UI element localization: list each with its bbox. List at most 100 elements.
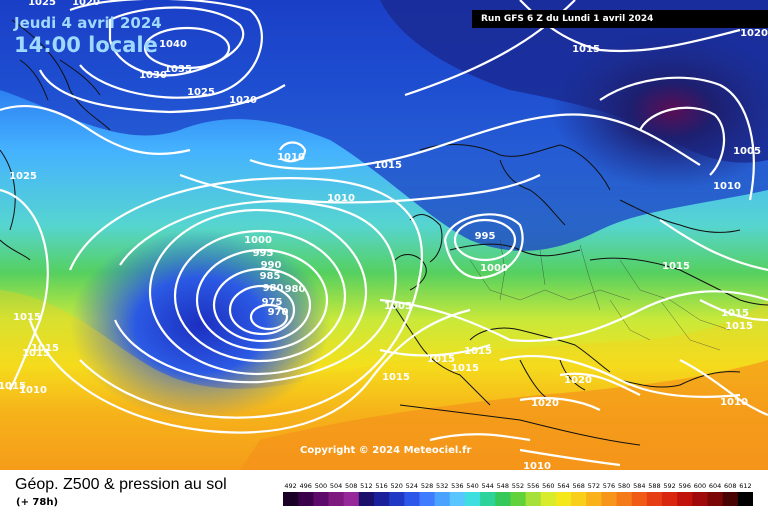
scale-swatch	[313, 492, 329, 506]
scale-swatch	[677, 492, 693, 506]
scale-swatch	[358, 492, 375, 506]
scale-swatch	[540, 492, 557, 506]
isobar-label: 1025	[28, 0, 56, 8]
scale-tick-label: 604	[709, 482, 721, 490]
scale-swatch	[373, 492, 390, 506]
isobar-label: 1010	[720, 397, 748, 408]
scale-swatch	[434, 492, 451, 506]
scale-tick-label: 516	[375, 482, 387, 490]
scale-tick-label: 512	[360, 482, 372, 490]
legend-footer: Géop. Z500 & pression au sol (+ 78h) 492…	[0, 470, 768, 512]
borders	[469, 239, 731, 351]
chart-title: Géop. Z500 & pression au sol	[15, 476, 227, 493]
scale-tick-label: 592	[663, 482, 675, 490]
isobar-label: 1015	[725, 321, 753, 332]
scale-tick-label: 528	[421, 482, 433, 490]
isobar-labels: 1040 1035 1030 1025 1020 1025 1020 1015 …	[0, 0, 768, 470]
scale-tick-label: 584	[633, 482, 645, 490]
isobar-label: 980	[263, 283, 284, 294]
isobar-label: 1015	[721, 308, 749, 319]
isobar-label: 1015	[572, 44, 600, 55]
isobar-label: 1020	[229, 95, 257, 106]
forecast-time: 14:00 locale	[14, 33, 158, 57]
scale-tick-label: 576	[603, 482, 615, 490]
isobar-label: 1005	[733, 146, 761, 157]
scale-swatch	[692, 492, 709, 506]
isobar-label: 980	[285, 284, 306, 295]
isobar-label: 1015	[662, 261, 690, 272]
coastlines	[0, 19, 768, 446]
scale-swatch	[722, 492, 739, 506]
scale-swatch	[480, 492, 496, 506]
isobar-label: 1025	[187, 87, 215, 98]
isobar-label: 1010	[327, 193, 355, 204]
forecast-map: 1040 1035 1030 1025 1020 1025 1020 1015 …	[0, 0, 768, 470]
scale-swatch	[404, 492, 420, 506]
isobar-label: 1010	[523, 461, 551, 470]
map-svg: 1040 1035 1030 1025 1020 1025 1020 1015 …	[0, 0, 768, 470]
isobar-label: 1020	[531, 398, 559, 409]
scale-tick-label: 508	[345, 482, 357, 490]
forecast-date: Jeudi 4 avril 2024	[14, 14, 162, 32]
scale-tick-label: 600	[694, 482, 706, 490]
scale-tick-label: 500	[315, 482, 327, 490]
isobar-label: 1005	[384, 301, 412, 312]
isobar-label: 1015	[13, 312, 41, 323]
scale-swatch	[298, 492, 314, 506]
scale-tick-label: 524	[406, 482, 418, 490]
isobar-label: 1020	[740, 28, 768, 39]
isobar-label: 1035	[164, 64, 192, 75]
isobar-label: 995	[253, 248, 274, 259]
scale-tick-label: 556	[527, 482, 539, 490]
isobar-label: 975	[262, 297, 283, 308]
scale-tick-label: 560	[542, 482, 554, 490]
scale-tick-label: 588	[648, 482, 660, 490]
scale-swatch	[464, 492, 481, 506]
scale-tick-label: 540	[466, 482, 478, 490]
isobar-label: 1010	[713, 181, 741, 192]
scale-tick-label: 564	[557, 482, 569, 490]
scale-tick-label: 532	[436, 482, 448, 490]
scale-swatch	[525, 492, 542, 506]
isobar-label: 1015	[0, 381, 26, 392]
scale-swatch	[601, 492, 618, 506]
scale-tick-label: 552	[512, 482, 524, 490]
scale-swatch	[510, 492, 527, 506]
scale-swatch	[555, 492, 572, 506]
scale-swatch	[737, 492, 753, 506]
isobar-label: 1025	[9, 171, 37, 182]
isobar-label: 985	[260, 271, 281, 282]
scale-tick-label: 520	[390, 482, 402, 490]
isobar-label: 1015	[374, 160, 402, 171]
scale-swatch	[631, 492, 648, 506]
scale-tick-label: 612	[739, 482, 751, 490]
color-scale: 492 496 500 504 508 512 516 520 524 528 532 536 540 5…	[283, 482, 753, 506]
scale-tick-label: 548	[497, 482, 509, 490]
isobar-label: 990	[261, 260, 282, 271]
scale-tick-label: 536	[451, 482, 463, 490]
scale-tick-label: 544	[481, 482, 493, 490]
isobar-label: 1015	[31, 343, 59, 354]
scale-swatch	[586, 492, 602, 506]
scale-swatch	[495, 492, 511, 506]
isobar-label: 1020	[72, 0, 100, 8]
scale-tick-label: 496	[300, 482, 312, 490]
scale-swatch	[343, 492, 360, 506]
isobar-label: 1015	[382, 372, 410, 383]
scale-tick-label: 504	[330, 482, 342, 490]
isobar-label: 995	[475, 231, 496, 242]
scale-swatch	[571, 492, 587, 506]
scale-tick-label: 572	[588, 482, 600, 490]
scale-tick-label: 492	[284, 482, 296, 490]
scale-swatch	[707, 492, 724, 506]
isobar-label: 1040	[159, 39, 187, 50]
isobar-label: 1000	[480, 263, 508, 274]
scale-tick-label: 608	[724, 482, 736, 490]
isobar-label: 1010	[19, 385, 47, 396]
model-run-label: Run GFS 6 Z du Lundi 1 avril 2024	[472, 10, 768, 28]
scale-tick-label: 596	[679, 482, 691, 490]
scale-swatch	[283, 492, 299, 506]
forecast-offset: (+ 78h)	[16, 497, 59, 508]
scale-swatch	[646, 492, 663, 506]
isobar-label: 1020	[564, 375, 592, 386]
